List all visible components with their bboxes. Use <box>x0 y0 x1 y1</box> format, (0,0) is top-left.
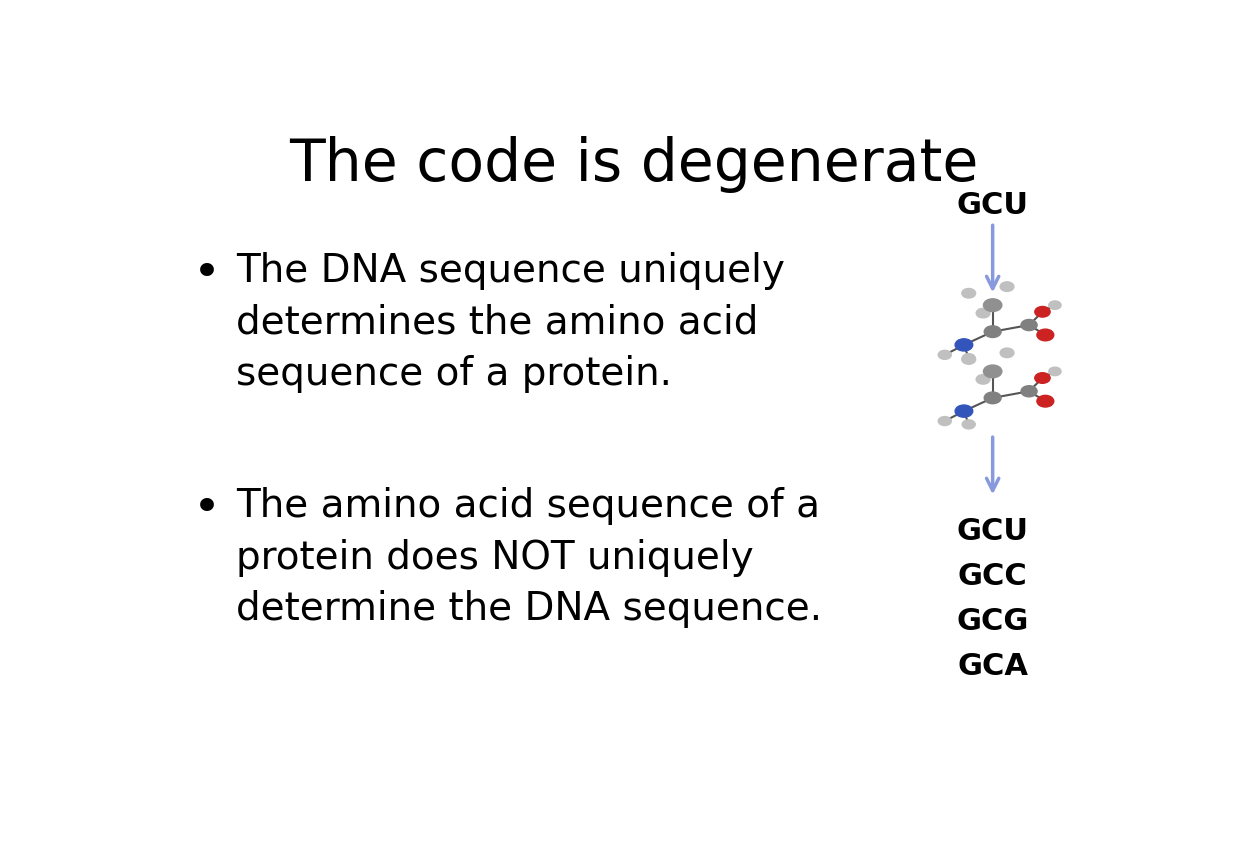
Text: The code is degenerate: The code is degenerate <box>289 137 978 194</box>
Circle shape <box>984 298 1002 311</box>
Text: •: • <box>193 252 221 298</box>
Circle shape <box>1037 396 1054 407</box>
Circle shape <box>962 288 975 298</box>
Text: •: • <box>193 488 221 532</box>
Circle shape <box>938 416 952 426</box>
Text: GCC: GCC <box>958 562 1027 591</box>
Circle shape <box>984 326 1001 337</box>
Circle shape <box>1035 372 1051 384</box>
Text: The DNA sequence uniquely
determines the amino acid
sequence of a protein.: The DNA sequence uniquely determines the… <box>236 252 785 393</box>
Circle shape <box>962 420 975 429</box>
Circle shape <box>962 353 975 363</box>
Text: GCG: GCG <box>957 607 1028 636</box>
Circle shape <box>1035 306 1051 317</box>
Circle shape <box>984 365 1002 378</box>
Circle shape <box>962 354 975 365</box>
Text: GCU: GCU <box>957 517 1028 546</box>
Circle shape <box>984 392 1001 403</box>
Circle shape <box>976 309 990 318</box>
Text: The amino acid sequence of a
protein does NOT uniquely
determine the DNA sequenc: The amino acid sequence of a protein doe… <box>236 488 822 629</box>
Circle shape <box>1000 282 1014 292</box>
Circle shape <box>1000 348 1014 358</box>
Circle shape <box>955 339 973 351</box>
Circle shape <box>938 350 952 359</box>
Circle shape <box>1021 319 1037 330</box>
Circle shape <box>1049 301 1060 310</box>
Circle shape <box>1049 367 1060 376</box>
Circle shape <box>976 375 990 384</box>
Text: GCA: GCA <box>957 652 1028 681</box>
Circle shape <box>955 405 973 417</box>
Circle shape <box>1021 385 1037 396</box>
Text: GCU: GCU <box>957 191 1028 220</box>
Circle shape <box>1037 329 1054 341</box>
